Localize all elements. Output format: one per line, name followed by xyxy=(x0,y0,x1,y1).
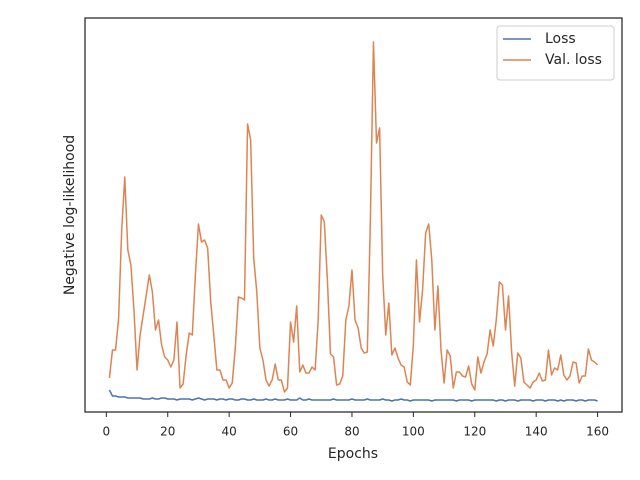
legend-label: Val. loss xyxy=(545,52,602,68)
line-series xyxy=(108,389,598,402)
x-tick-label: 100 xyxy=(402,425,425,439)
x-tick-label: 160 xyxy=(586,425,609,439)
line-series xyxy=(108,41,599,393)
x-tick-label: 140 xyxy=(525,425,548,439)
x-axis-label: Epochs xyxy=(328,446,378,462)
x-tick-label: 60 xyxy=(283,425,298,439)
y-axis-label: Negative log-likelihood xyxy=(62,135,78,295)
x-tick-label: 40 xyxy=(222,425,237,439)
x-tick-label: 0 xyxy=(103,425,111,439)
x-tick-label: 120 xyxy=(463,425,486,439)
legend-label: Loss xyxy=(545,31,576,47)
x-tick-label: 80 xyxy=(344,425,359,439)
x-tick-label: 20 xyxy=(160,425,175,439)
plot-frame xyxy=(84,17,623,413)
